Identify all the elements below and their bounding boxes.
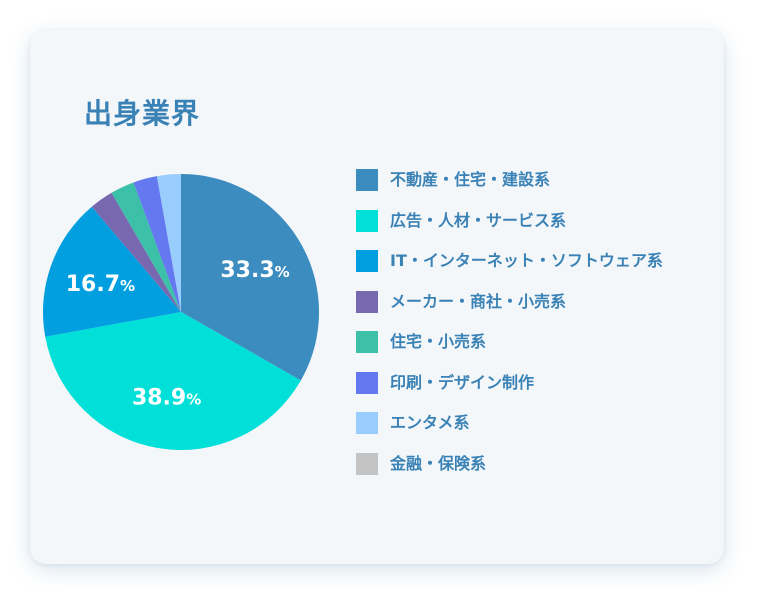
legend-swatch (356, 290, 378, 313)
legend-label: 広告・人材・サービス系 (390, 210, 567, 230)
pie-slice (91, 192, 181, 312)
pie-slice (42, 206, 181, 337)
pie-slice (181, 174, 320, 381)
legend-item: IT・インターネット・ソフトウェア系 (356, 247, 663, 288)
pie-slice (45, 312, 301, 451)
legend-swatch (356, 412, 378, 434)
legend-item: 広告・人材・サービス系 (356, 207, 663, 248)
legend-swatch (356, 169, 378, 191)
legend-item: 不動産・住宅・建設系 (356, 166, 663, 207)
legend-label: IT・インターネット・ソフトウェア系 (390, 251, 663, 270)
legend-item: 印刷・デザイン制作 (356, 369, 663, 410)
legend-label: 印刷・デザイン制作 (390, 372, 535, 392)
pie-slice (133, 176, 181, 312)
chart-title: 出身業界 (84, 97, 201, 130)
pie-slice (156, 174, 181, 312)
slice-data-label: 33.3% (220, 258, 289, 283)
legend-label: 住宅・小売系 (390, 332, 487, 351)
legend-swatch (356, 250, 378, 272)
legend-item: メーカー・商社・小売系 (356, 288, 663, 329)
legend-item: 住宅・小売系 (356, 328, 663, 369)
slice-data-label: 38.9% (132, 385, 201, 410)
legend-label: メーカー・商社・小売系 (390, 291, 567, 311)
legend-item: 金融・保険系 (356, 450, 663, 491)
legend: 不動産・住宅・建設系 広告・人材・サービス系 IT・インターネット・ソフトウェア系メ… (356, 166, 663, 490)
legend-swatch (356, 209, 378, 232)
legend-label: エンタメ系 (390, 413, 470, 432)
legend-swatch (356, 452, 378, 475)
pie-slice (111, 182, 181, 312)
legend-swatch (356, 371, 378, 394)
slice-data-label: 16.7% (66, 272, 135, 297)
legend-swatch (356, 331, 378, 353)
legend-label: 金融・保険系 (390, 453, 487, 473)
legend-label: 不動産・住宅・建設系 (390, 170, 551, 189)
legend-item: エンタメ系 (356, 409, 663, 450)
